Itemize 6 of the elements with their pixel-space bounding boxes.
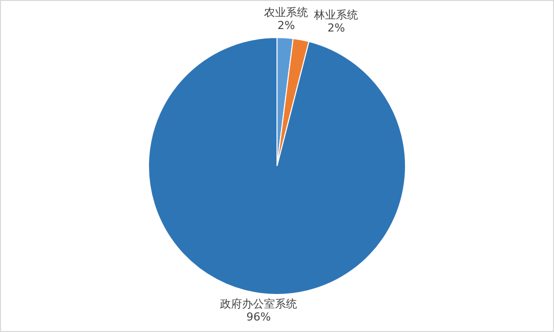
data-label: 2% xyxy=(327,21,345,34)
slice-label: 农业系统 xyxy=(264,6,308,20)
slice-label: 政府办公室系统 xyxy=(220,298,298,311)
data-label: 96% xyxy=(246,310,271,324)
slice-label: 林业系统 xyxy=(313,8,358,22)
data-label: 2% xyxy=(277,19,295,32)
